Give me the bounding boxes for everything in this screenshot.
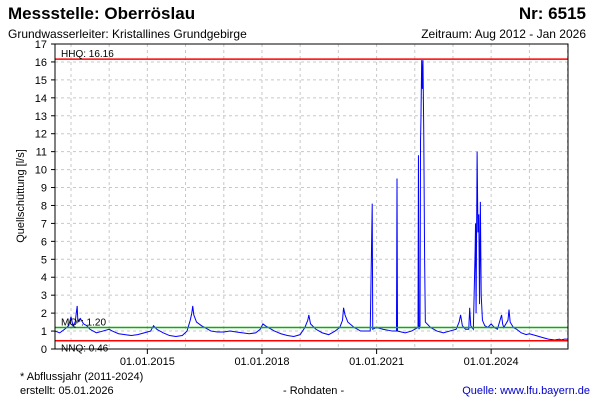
station-number: Nr: 6515	[518, 4, 586, 23]
plot-frame	[54, 43, 569, 350]
y-tick-label: 5	[41, 254, 47, 266]
series-layer	[54, 60, 568, 341]
raw-data-label: - Rohdaten -	[283, 385, 345, 397]
y-tick-label: 8	[41, 200, 47, 212]
y-tick-label: 6	[41, 236, 47, 248]
created-date: erstellt: 05.01.2026	[20, 385, 114, 397]
footnote: * Abflussjahr (2011-2024)	[20, 371, 144, 383]
x-tick-label: 01.01.2018	[234, 356, 289, 368]
x-axis-ticks: 01.01.2015 01.01.2018 01.01.2021 01.01.2024	[120, 349, 519, 368]
y-tick-label: 3	[41, 290, 47, 302]
y-tick-label: 16	[35, 57, 47, 69]
x-tick-label: 01.01.2021	[349, 356, 404, 368]
y-tick-label: 17	[35, 39, 47, 51]
mq-label: MQ*: 1.20	[61, 317, 106, 328]
y-tick-label: 12	[35, 129, 47, 141]
period-label: Zeitraum: Aug 2012 - Jan 2026	[421, 27, 586, 41]
hhq-label: HHQ: 16.16	[61, 49, 114, 60]
y-tick-label: 14	[35, 93, 47, 105]
y-tick-label: 9	[41, 183, 47, 195]
x-tick-label: 01.01.2024	[464, 356, 519, 368]
y-tick-label: 7	[41, 218, 47, 230]
y-tick-label: 0	[41, 344, 47, 356]
y-tick-label: 11	[36, 147, 47, 159]
y-axis-label: Quellschüttung [l/s]	[15, 149, 27, 243]
station-title: Messstelle: Oberröslau	[8, 4, 196, 23]
x-tick-label: 01.01.2015	[120, 356, 175, 368]
y-tick-label: 10	[35, 165, 47, 177]
y-tick-label: 13	[35, 111, 47, 123]
discharge-series-line	[54, 60, 568, 341]
y-tick-label: 1	[41, 326, 47, 338]
source-link[interactable]: Quelle: www.lfu.bayern.de	[462, 385, 590, 397]
y-tick-label: 2	[41, 308, 47, 320]
grid	[55, 43, 569, 350]
y-tick-label: 4	[41, 272, 47, 284]
y-tick-label: 15	[35, 75, 47, 87]
aquifer-label: Grundwasserleiter: Kristallines Grundgeb…	[8, 27, 247, 41]
